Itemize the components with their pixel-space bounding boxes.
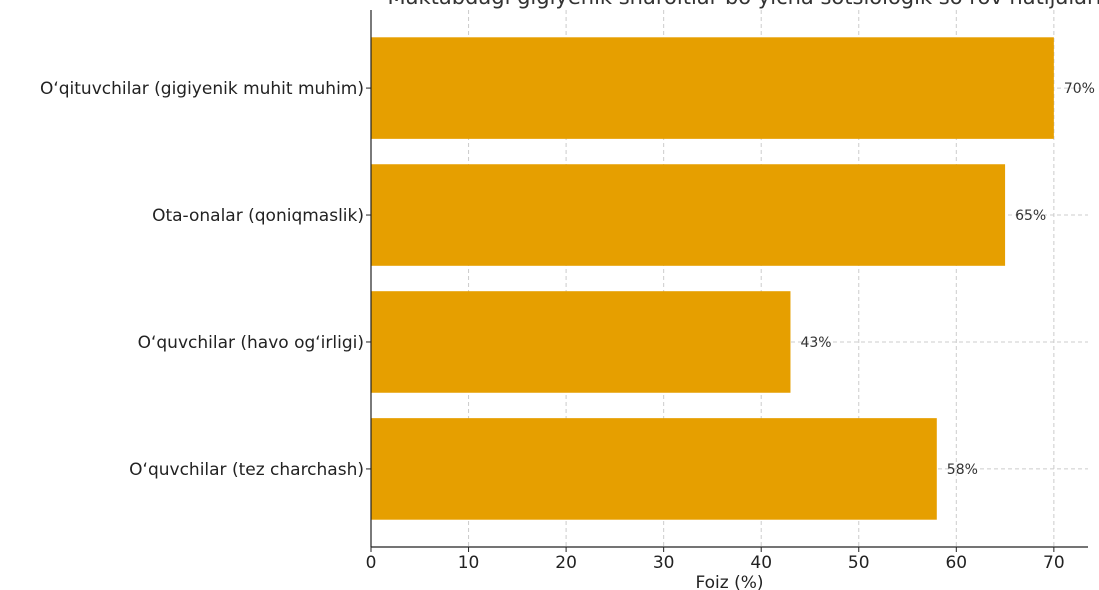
chart-title: Maktabdagi gigiyenik sharoitlar bo‘yicha…: [387, 0, 1099, 9]
category-label: O‘quvchilar (havo og‘irligi): [138, 333, 364, 353]
bar: [371, 37, 1054, 139]
category-label: O‘qituvchilar (gigiyenik muhit muhim): [40, 79, 364, 99]
axes-layer: [366, 10, 1088, 552]
bar: [371, 164, 1006, 266]
data-label: 43%: [800, 335, 831, 351]
bar: [371, 291, 791, 393]
data-label: 65%: [1015, 208, 1046, 224]
x-tick-label: 50: [848, 553, 870, 573]
x-tick-label: 40: [750, 553, 772, 573]
category-label: O‘quvchilar (tez charchash): [129, 460, 364, 480]
bar: [371, 418, 937, 520]
x-tick-label: 10: [458, 553, 480, 573]
x-tick-label: 30: [653, 553, 675, 573]
x-tick-label: 60: [945, 553, 967, 573]
x-axis-title: Foiz (%): [695, 573, 763, 590]
labels-layer: 58% O‘quvchilar (tez charchash) 43% O‘quvch…: [40, 79, 1095, 573]
data-label: 70%: [1064, 81, 1095, 97]
category-label: Ota-onalar (qoniqmaslik): [152, 206, 364, 226]
data-label: 58%: [947, 462, 978, 478]
x-tick-label: 20: [555, 553, 577, 573]
x-tick-label: 70: [1043, 553, 1065, 573]
bars-layer: [371, 37, 1054, 520]
x-tick-label: 0: [366, 553, 377, 573]
